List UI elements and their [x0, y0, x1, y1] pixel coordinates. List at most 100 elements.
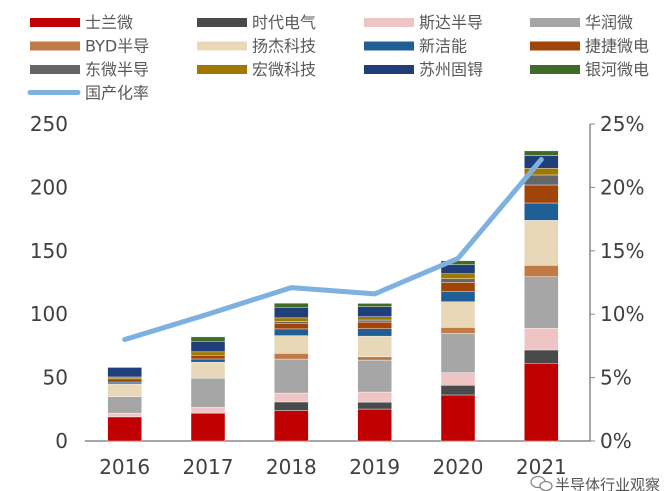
y-tick-label: 250 — [30, 112, 68, 136]
y-tick-label: 50 — [43, 366, 68, 390]
bar-segment — [440, 385, 476, 396]
legend-label: 华润微 — [585, 13, 633, 32]
bar-segment — [190, 378, 226, 408]
legend-swatch — [530, 65, 580, 74]
y-tick-label: 0 — [55, 429, 68, 453]
legend-swatch — [30, 18, 80, 27]
bar-segment — [357, 328, 392, 337]
legend-label: 捷捷微电 — [585, 37, 649, 56]
bar-segment — [524, 276, 559, 329]
bar-segment — [524, 184, 559, 204]
bar-segment — [274, 302, 309, 308]
bar-segment — [357, 306, 392, 317]
legend-label: 士兰微 — [85, 13, 133, 32]
legend-swatch — [30, 65, 80, 74]
bar-stack-2016 — [107, 367, 142, 442]
y2-tick-label: 5% — [600, 366, 632, 390]
bar-segment — [107, 378, 142, 383]
bar-segment — [357, 335, 392, 358]
bar-segment — [107, 383, 142, 397]
legend-label: 东微半导 — [85, 60, 149, 79]
bar-segment — [274, 335, 309, 354]
bar-segment — [440, 291, 476, 302]
y2-tick-label: 15% — [600, 239, 644, 263]
legend-item: 华润微 — [530, 13, 633, 32]
legend-item: 银河微电 — [530, 60, 649, 79]
bar-segment — [440, 327, 476, 334]
legend-swatch — [364, 65, 414, 74]
bar-segment — [524, 363, 559, 442]
bar-segment — [524, 150, 559, 156]
legend-item: 东微半导 — [30, 60, 149, 79]
legend-item: 国产化率 — [27, 84, 149, 103]
rate-line-path — [122, 157, 544, 343]
legend-item: 时代电气 — [197, 13, 316, 32]
bar-segment — [357, 401, 392, 410]
bar-segment — [524, 202, 559, 221]
bar-segment — [357, 391, 392, 403]
bar-segment — [190, 351, 226, 356]
y-tick-label: 200 — [30, 175, 68, 199]
legend-item: 扬杰科技 — [197, 37, 316, 56]
rate-line — [122, 157, 544, 343]
legend-swatch — [197, 18, 247, 27]
legend-swatch — [364, 41, 414, 51]
legend-label: 宏微科技 — [252, 60, 316, 79]
legend-swatch — [197, 41, 247, 51]
legend-label: 扬杰科技 — [252, 37, 316, 56]
y2-tick-label: 20% — [600, 175, 644, 199]
bar-segment — [190, 358, 226, 363]
bar-segment — [107, 376, 142, 380]
bar-segment — [274, 317, 309, 322]
bar-segment — [274, 328, 309, 336]
x-tick-label: 2017 — [183, 455, 234, 479]
bar-segment — [190, 407, 226, 414]
x-tick-label: 2018 — [266, 455, 317, 479]
bar-stack-2019 — [357, 303, 392, 442]
legend-item: 斯达半导 — [364, 13, 483, 32]
bar-segment — [107, 367, 142, 378]
bar-stack-2018 — [274, 302, 309, 442]
bar-segment — [440, 278, 476, 283]
legend-swatch — [530, 41, 580, 51]
legend-label: BYD半导 — [85, 37, 149, 56]
bar-stack-2017 — [190, 336, 226, 442]
legend-item: BYD半导 — [30, 37, 149, 56]
x-tick-label: 2020 — [433, 455, 484, 479]
x-tick-label: 2019 — [349, 455, 400, 479]
watermark: 半导体行业观察 — [530, 475, 660, 491]
legend-swatch — [364, 18, 414, 27]
bar-segment — [440, 273, 476, 279]
bar-segment — [357, 319, 392, 323]
bar-segment — [440, 282, 476, 292]
axes: 0 50 100 150 200 250 0% 5% 10% 15% 20% 25% 2016 2017 2… — [30, 112, 645, 479]
legend-swatch — [197, 65, 247, 74]
y-tick-label: 100 — [30, 302, 68, 326]
bar-segment — [357, 321, 392, 329]
bar-segment — [274, 353, 309, 360]
bar-segment — [274, 410, 309, 442]
bar-segment — [524, 328, 559, 351]
legend-label: 国产化率 — [85, 84, 149, 103]
legend-label: 时代电气 — [252, 13, 316, 32]
bar-segment — [107, 412, 142, 418]
bar-stack-2021 — [524, 150, 559, 442]
bar-segment — [190, 412, 226, 442]
bar-segment — [274, 392, 309, 403]
bar-segment — [357, 316, 392, 321]
bar-segment — [357, 303, 392, 307]
y-tick-label: 150 — [30, 239, 68, 263]
legend-label: 苏州固锝 — [419, 60, 483, 79]
bar-segment — [524, 349, 559, 364]
legend-label: 银河微电 — [585, 60, 649, 79]
bar-segment — [274, 401, 309, 411]
legend-label: 斯达半导 — [419, 13, 483, 32]
legend-item: 捷捷微电 — [530, 37, 649, 56]
bar-segment — [524, 220, 559, 266]
bar-segment — [190, 354, 226, 360]
bar-segment — [440, 394, 476, 442]
bars — [107, 150, 559, 442]
y2-tick-label: 0% — [600, 429, 632, 453]
bar-segment — [190, 336, 226, 342]
